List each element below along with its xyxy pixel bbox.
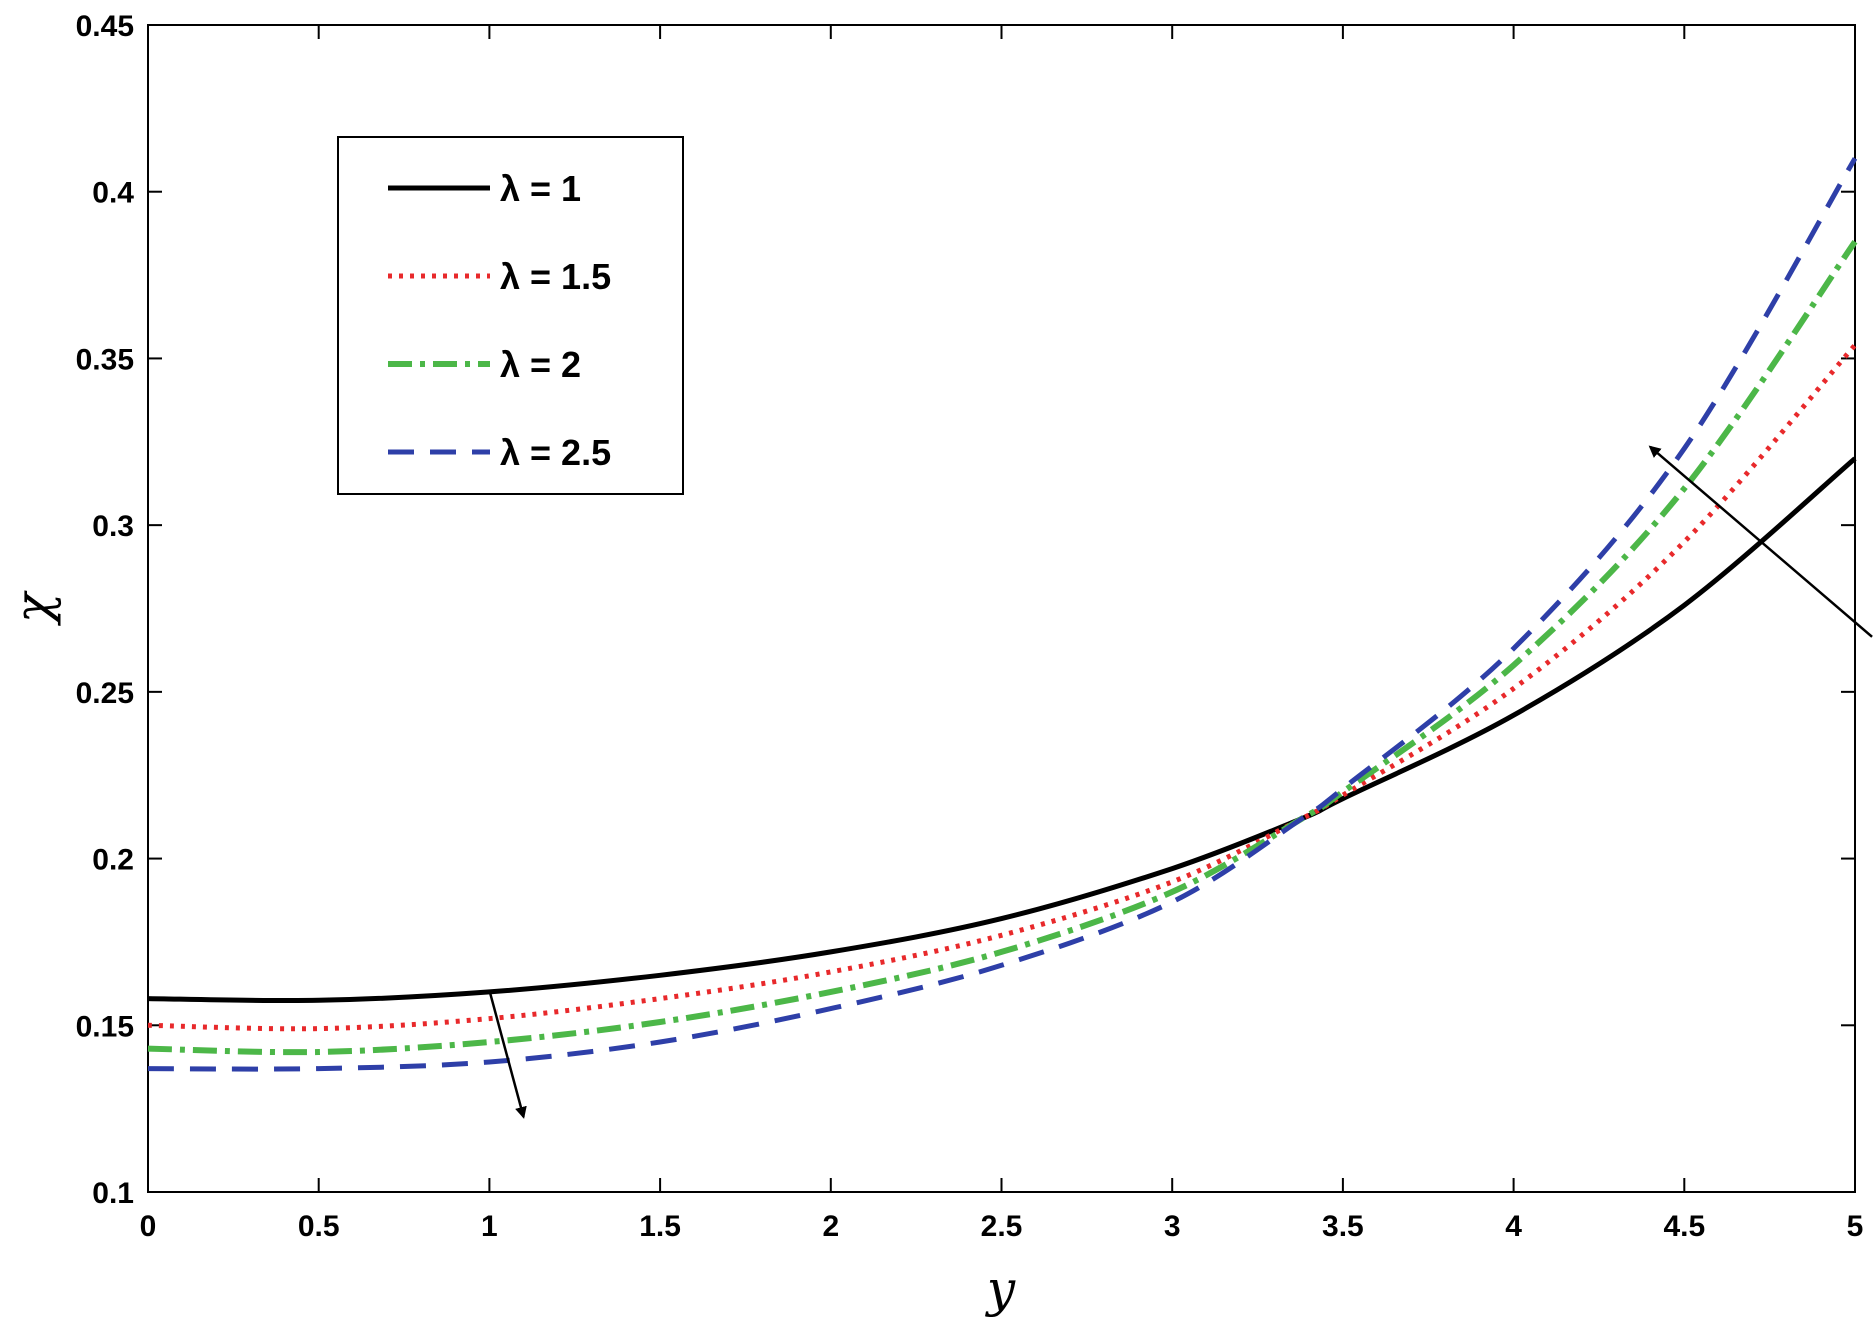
annotation-layer — [488, 445, 1873, 1119]
annotation-arrow-1 — [488, 989, 527, 1119]
x-axis-label: y — [985, 1260, 1016, 1318]
y-tick-label: 0.35 — [76, 343, 134, 376]
series-line-1 — [147, 456, 1857, 1004]
x-axis: 0 0.5 1 1.5 2 2.5 3 3.5 4 4.5 5 — [140, 25, 1864, 1243]
legend: λ = 1 λ = 1.5 λ = 2 λ = 2.5 — [337, 136, 684, 495]
x-tick-label: 3 — [1164, 1210, 1181, 1243]
series-line-3 — [147, 239, 1858, 1056]
x-tick-label: 1 — [481, 1210, 498, 1243]
y-tick-label: 0.15 — [76, 1010, 134, 1043]
series-line-4 — [147, 157, 1858, 1072]
legend-label-4: λ = 2.5 — [500, 432, 611, 473]
y-tick-label: 0.1 — [92, 1177, 134, 1210]
x-tick-label: 2 — [822, 1210, 839, 1243]
legend-label-2: λ = 1.5 — [500, 256, 611, 297]
y-tick-label: 0.25 — [76, 677, 134, 710]
y-tick-label: 0.2 — [92, 844, 134, 877]
y-tick-label: 0.4 — [92, 177, 134, 210]
legend-box — [337, 136, 684, 495]
y-axis: 0.1 0.15 0.2 0.25 0.3 0.35 0.4 0.45 — [76, 10, 1855, 1210]
y-tick-label: 0.45 — [76, 10, 134, 43]
legend-label-3: λ = 2 — [500, 344, 581, 385]
legend-label-1: λ = 1 — [500, 168, 581, 209]
x-tick-label: 0.5 — [298, 1210, 340, 1243]
series-layer — [147, 157, 1858, 1072]
x-tick-label: 0 — [140, 1210, 157, 1243]
annotation-arrow-2 — [1648, 445, 1873, 638]
y-tick-label: 0.3 — [92, 510, 134, 543]
x-tick-label: 1.5 — [639, 1210, 681, 1243]
y-axis-label: χ — [4, 590, 62, 626]
x-tick-label: 2.5 — [981, 1210, 1023, 1243]
x-tick-label: 4 — [1505, 1210, 1522, 1243]
x-tick-label: 5 — [1847, 1210, 1864, 1243]
x-tick-label: 4.5 — [1663, 1210, 1705, 1243]
series-line-2 — [147, 343, 1857, 1032]
x-tick-label: 3.5 — [1322, 1210, 1364, 1243]
